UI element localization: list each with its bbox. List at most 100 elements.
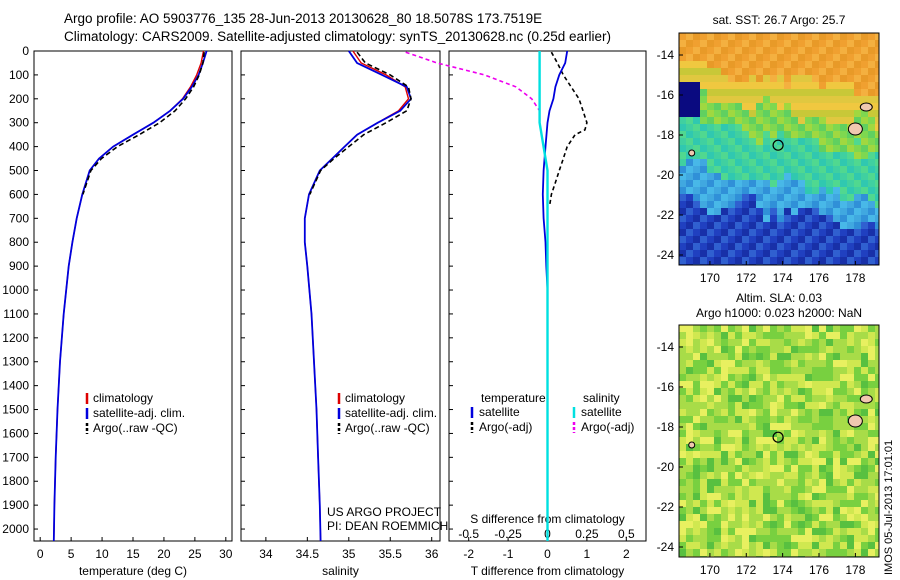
map-cell (819, 229, 826, 236)
map-cell (826, 458, 833, 465)
map-cell (721, 360, 728, 367)
map-cell (770, 500, 777, 507)
map-cell (763, 332, 770, 339)
map-cell (700, 33, 707, 40)
map-cell (854, 493, 861, 500)
map-cell (693, 444, 700, 451)
map-cell (798, 180, 805, 187)
map-cell (833, 325, 840, 332)
map-cell (679, 444, 686, 451)
map-cell (735, 388, 742, 395)
map-cell (861, 451, 868, 458)
map-cell (763, 423, 770, 430)
t-difference-tick-label: -2 (463, 547, 474, 561)
map-cell (791, 243, 798, 250)
map-cell (763, 117, 770, 124)
map-cell (875, 332, 879, 339)
map-cell (854, 346, 861, 353)
map-cell (700, 367, 707, 374)
map-cell (756, 528, 763, 535)
map-cell (812, 68, 819, 75)
map-cell (735, 353, 742, 360)
map-cell (854, 159, 861, 166)
map-cell (819, 236, 826, 243)
map-cell (700, 528, 707, 535)
map-cell (833, 201, 840, 208)
map-cell (728, 201, 735, 208)
map-cell (861, 208, 868, 215)
map-cell (693, 381, 700, 388)
map-cell (679, 33, 686, 40)
map-cell (728, 528, 735, 535)
map-cell (679, 486, 686, 493)
map-cell (819, 486, 826, 493)
salinity-tick-label: 34 (259, 547, 273, 561)
map-cell (777, 423, 784, 430)
map-cell (875, 54, 879, 61)
map-cell (742, 416, 749, 423)
map-cell (714, 458, 721, 465)
map-cell (693, 514, 700, 521)
map-cell (714, 472, 721, 479)
map-cell (728, 257, 735, 264)
map-cell (763, 458, 770, 465)
map-cell (847, 444, 854, 451)
map-cell (840, 360, 847, 367)
map-cell (770, 89, 777, 96)
map-cell (742, 507, 749, 514)
map-cell (756, 145, 763, 152)
map-cell (819, 339, 826, 346)
map-cell (707, 89, 714, 96)
map-cell (693, 82, 700, 89)
map-cell (868, 542, 875, 549)
map-cell (840, 325, 847, 332)
map-cell (686, 243, 693, 250)
map-cell (707, 409, 714, 416)
map-cell (798, 353, 805, 360)
map-cell (791, 33, 798, 40)
map-cell (861, 187, 868, 194)
map-cell (707, 500, 714, 507)
map-cell (847, 152, 854, 159)
t-difference-axis-label: T difference from climatology (471, 564, 625, 578)
map-cell (791, 486, 798, 493)
map-cell (791, 124, 798, 131)
map-cell (728, 117, 735, 124)
map-cell (728, 409, 735, 416)
map-cell (868, 110, 875, 117)
legend-header-temperature: temperature (481, 391, 546, 405)
s-difference-tick-label: 0.25 (575, 527, 599, 541)
depth-tick-label: 900 (9, 259, 29, 273)
map-cell (812, 75, 819, 82)
map-cell (749, 493, 756, 500)
map-cell (833, 367, 840, 374)
map-cell (784, 257, 791, 264)
depth-tick-label: 300 (9, 116, 29, 130)
map-cell (721, 444, 728, 451)
map-cell (686, 465, 693, 472)
lon-tick-label: 172 (736, 271, 756, 285)
map-cell (679, 117, 686, 124)
map-cell (686, 208, 693, 215)
map-cell (749, 40, 756, 47)
map-cell (756, 75, 763, 82)
climatology-temperature-line (53, 50, 205, 542)
map-cell (770, 47, 777, 54)
map-cell (798, 500, 805, 507)
map-cell (763, 194, 770, 201)
map-cell (770, 388, 777, 395)
map-cell (700, 124, 707, 131)
map-cell (742, 535, 749, 542)
map-cell (840, 486, 847, 493)
argo-temperature-line (82, 52, 205, 195)
map-cell (770, 514, 777, 521)
map-cell (826, 82, 833, 89)
map-cell (735, 47, 742, 54)
map-cell (819, 138, 826, 145)
map-cell (763, 138, 770, 145)
map-cell (826, 194, 833, 201)
map-cell (679, 145, 686, 152)
map-cell (847, 131, 854, 138)
map-cell (693, 152, 700, 159)
map-cell (721, 145, 728, 152)
